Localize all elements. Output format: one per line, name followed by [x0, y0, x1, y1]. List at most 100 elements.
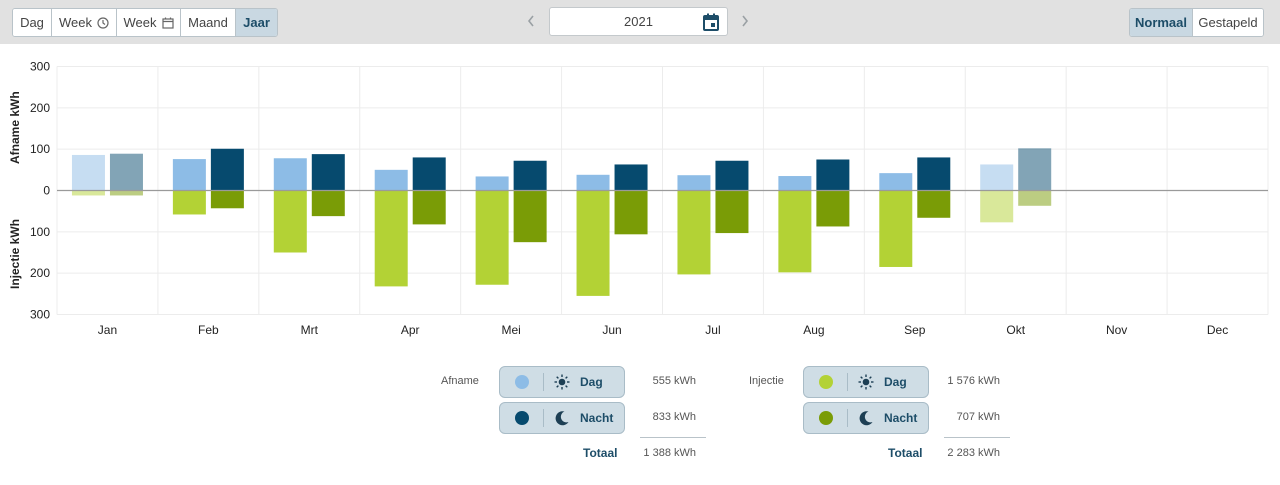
- tab-gestapeld[interactable]: Gestapeld: [1193, 9, 1263, 36]
- bar-afname-dag-jan: [71, 154, 105, 191]
- prev-year-button[interactable]: [523, 12, 539, 33]
- bar-afname-dag-okt: [980, 164, 1014, 191]
- sun-icon: [858, 374, 874, 390]
- divider: [847, 409, 848, 427]
- y-tick-label: 100: [30, 225, 50, 239]
- legend-afname-nacht-label: Nacht: [580, 411, 614, 425]
- bar-injectie-dag-sep: [879, 190, 913, 267]
- bar-afname-nacht-feb: [210, 148, 244, 191]
- tab-dag[interactable]: Dag: [13, 9, 52, 36]
- legend-injectie-title: Injectie: [749, 375, 784, 387]
- bar-injectie-dag-jul: [677, 190, 711, 275]
- bar-afname-nacht-apr: [412, 157, 446, 191]
- tab-dag-label: Dag: [20, 15, 44, 30]
- divider: [543, 373, 544, 391]
- legend-afname-nacht-toggle[interactable]: Nacht: [499, 402, 625, 434]
- bar-afname-dag-aug: [778, 176, 812, 191]
- bar-injectie-nacht-jun: [614, 190, 648, 235]
- legend-afname-nacht-value: 833 kWh: [652, 411, 696, 423]
- view-tabs: Normaal Gestapeld: [1129, 8, 1264, 37]
- x-tick-label: Apr: [401, 323, 420, 337]
- bar-afname-dag-sep: [879, 173, 913, 191]
- bar-afname-nacht-sep: [917, 157, 951, 191]
- legend-afname-title: Afname: [441, 375, 479, 387]
- x-tick-label: Jun: [602, 323, 621, 337]
- x-tick-label: Aug: [803, 323, 824, 337]
- calendar-icon: [161, 17, 174, 29]
- tab-week-calendar[interactable]: Week: [117, 9, 181, 36]
- tab-maand-label: Maand: [188, 15, 228, 30]
- bar-injectie-nacht-sep: [917, 190, 951, 218]
- x-tick-label: Jul: [705, 323, 720, 337]
- legend-injectie-dag-value: 1 576 kWh: [947, 375, 1000, 387]
- divider: [543, 409, 544, 427]
- legend-afname-dag-toggle[interactable]: Dag: [499, 366, 625, 398]
- legend-injectie-dag-toggle[interactable]: Dag: [803, 366, 929, 398]
- tab-week-clock[interactable]: Week: [52, 9, 117, 36]
- tab-maand[interactable]: Maand: [181, 9, 236, 36]
- tab-normaal-label: Normaal: [1134, 15, 1188, 30]
- legend-injectie-total-label: Totaal: [888, 446, 923, 460]
- x-tick-label: Jan: [98, 323, 117, 337]
- bar-afname-nacht-mei: [513, 160, 547, 191]
- y-tick-label: 100: [30, 142, 50, 156]
- afname-dag-dot: [515, 375, 529, 389]
- bar-injectie-nacht-mrt: [311, 190, 345, 217]
- x-tick-label: Sep: [904, 323, 926, 337]
- legend-injectie-nacht-value: 707 kWh: [956, 411, 1000, 423]
- x-tick-label: Mei: [501, 323, 520, 337]
- afname-nacht-dot: [515, 411, 529, 425]
- y-tick-label: 200: [30, 101, 50, 115]
- calendar-icon[interactable]: [703, 13, 719, 31]
- y-tick-label: 300: [30, 308, 50, 322]
- bar-injectie-dag-mrt: [273, 190, 307, 253]
- x-tick-label: Dec: [1207, 323, 1228, 337]
- tab-gestapeld-label: Gestapeld: [1198, 15, 1258, 30]
- y-tick-label: 0: [43, 184, 50, 198]
- x-tick-label: Nov: [1106, 323, 1127, 337]
- y-tick-label: 300: [30, 60, 50, 74]
- injectie-dag-dot: [819, 375, 833, 389]
- moon-icon: [555, 411, 569, 426]
- bar-injectie-nacht-aug: [816, 190, 850, 227]
- bar-injectie-nacht-apr: [412, 190, 446, 225]
- bar-injectie-dag-apr: [374, 190, 408, 287]
- bar-afname-dag-jun: [576, 174, 610, 191]
- chevron-left-icon: [527, 15, 534, 27]
- y-tick-label: 200: [30, 266, 50, 280]
- bar-injectie-dag-jun: [576, 190, 610, 296]
- bar-injectie-nacht-jan: [109, 190, 143, 196]
- range-tabs: Dag Week Week Maand Jaar: [12, 8, 278, 37]
- legend-afname-dag-value: 555 kWh: [652, 375, 696, 387]
- legend-injectie-nacht-toggle[interactable]: Nacht: [803, 402, 929, 434]
- bar-afname-dag-mrt: [273, 158, 307, 191]
- tab-week-label: Week: [59, 15, 92, 30]
- tab-jaar-label: Jaar: [243, 15, 270, 30]
- bar-injectie-nacht-feb: [210, 190, 244, 209]
- bar-injectie-nacht-mei: [513, 190, 547, 243]
- moon-icon: [859, 411, 873, 426]
- bar-afname-dag-apr: [374, 169, 408, 191]
- legend-afname-total-value: 1 388 kWh: [643, 447, 696, 459]
- date-picker[interactable]: 2021: [549, 7, 728, 36]
- bar-injectie-dag-mei: [475, 190, 509, 285]
- legend-afname-total-label: Totaal: [583, 446, 618, 460]
- tab-week-label: Week: [123, 15, 157, 30]
- tab-normaal[interactable]: Normaal: [1130, 9, 1193, 36]
- x-tick-label: Feb: [198, 323, 219, 337]
- next-year-button[interactable]: [737, 12, 753, 33]
- bar-afname-nacht-jul: [715, 160, 749, 191]
- x-tick-label: Okt: [1006, 323, 1025, 337]
- injectie-nacht-dot: [819, 411, 833, 425]
- toolbar: Dag Week Week Maand Jaar: [0, 0, 1280, 44]
- bar-afname-nacht-okt: [1018, 148, 1052, 191]
- bar-injectie-nacht-jul: [715, 190, 749, 234]
- tab-jaar[interactable]: Jaar: [236, 9, 277, 36]
- legend-injectie-total-value: 2 283 kWh: [947, 447, 1000, 459]
- legend-afname-dag-label: Dag: [580, 375, 603, 389]
- bar-afname-nacht-jun: [614, 164, 648, 191]
- clock-icon: [97, 16, 109, 29]
- chevron-right-icon: [742, 15, 749, 27]
- x-tick-label: Mrt: [301, 323, 319, 337]
- bar-injectie-dag-jan: [71, 190, 105, 196]
